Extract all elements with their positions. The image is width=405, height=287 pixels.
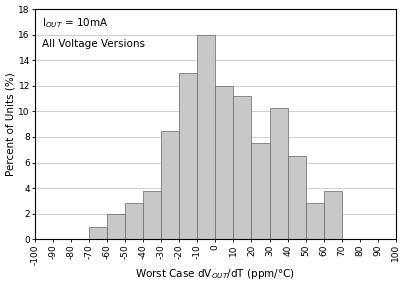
Text: All Voltage Versions: All Voltage Versions [42, 39, 145, 49]
Bar [323, 191, 341, 239]
Bar [125, 203, 143, 239]
Bar [305, 203, 323, 239]
Bar [269, 108, 287, 239]
Bar [107, 214, 125, 239]
Bar [287, 156, 305, 239]
Bar [251, 144, 269, 239]
Y-axis label: Percent of Units (%): Percent of Units (%) [6, 72, 15, 176]
Bar [197, 35, 215, 239]
X-axis label: Worst Case dV$_{OUT}$/dT (ppm/°C): Worst Case dV$_{OUT}$/dT (ppm/°C) [135, 267, 294, 282]
Bar [215, 86, 233, 239]
Text: I$_{OUT}$ = 10mA: I$_{OUT}$ = 10mA [42, 16, 108, 30]
Bar [89, 226, 107, 239]
Bar [179, 73, 197, 239]
Bar [233, 96, 251, 239]
Bar [143, 191, 161, 239]
Bar [161, 131, 179, 239]
